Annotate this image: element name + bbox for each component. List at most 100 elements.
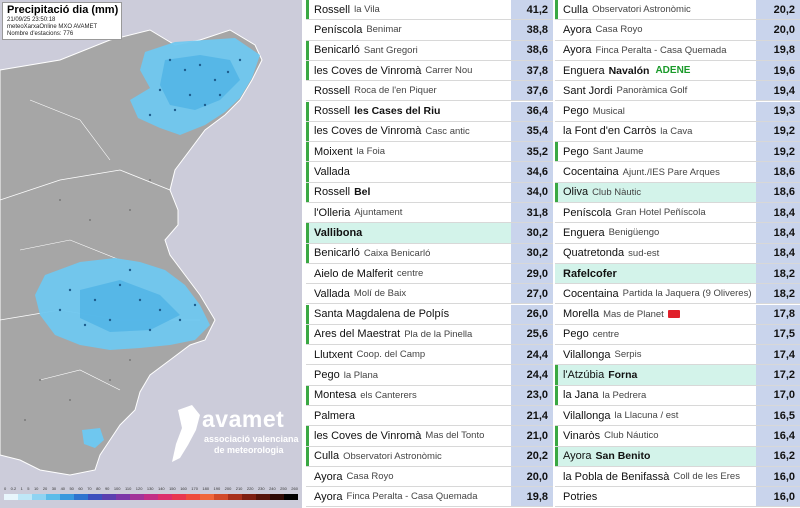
table-row[interactable]: la Jana la Pedrera 17,0 xyxy=(555,385,800,406)
table-row[interactable]: Rafelcofer 18,2 xyxy=(555,263,800,285)
station-name-cell[interactable]: la Pobla de Benifassà Coll de les Eres xyxy=(555,467,756,486)
table-row[interactable]: Palmera 21,4 xyxy=(306,406,553,427)
station-name-cell[interactable]: Rossell la Vila xyxy=(306,0,511,20)
station-name-cell[interactable]: Peníscola Benimar xyxy=(306,20,511,39)
table-row[interactable]: Ayora Finca Peralta - Casa Quemada 19,8 xyxy=(555,40,800,61)
station-name-cell[interactable]: la Jana la Pedrera xyxy=(555,385,756,405)
table-row[interactable]: Rossell Bel 34,0 xyxy=(306,182,553,203)
table-row[interactable]: Benicarló Sant Gregori 38,6 xyxy=(306,40,553,61)
table-row[interactable]: Peníscola Benimar 38,8 xyxy=(306,20,553,41)
station-name-cell[interactable]: Ayora Casa Royo xyxy=(555,20,756,39)
station-name-cell[interactable]: Culla Observatori Astronòmic xyxy=(306,446,511,466)
station-name-cell[interactable]: Pego Musical xyxy=(555,102,756,121)
table-row[interactable]: l'Olleria Ajuntament 31,8 xyxy=(306,203,553,224)
station-name-cell[interactable]: Vallibona xyxy=(306,223,511,243)
station-name-cell[interactable]: Ayora Finca Peralta - Casa Quemada xyxy=(555,41,756,60)
station-name-cell[interactable]: Quatretonda sud-est xyxy=(555,244,756,263)
station-name-cell[interactable]: Moixent la Foia xyxy=(306,142,511,162)
station-name-cell[interactable]: les Coves de Vinromà Carrer Nou xyxy=(306,60,511,81)
table-row[interactable]: Culla Observatori Astronòmic 20,2 xyxy=(306,446,553,467)
station-name-cell[interactable]: Pego la Plana xyxy=(306,365,511,384)
station-name-cell[interactable]: les Coves de Vinromà Casc antic xyxy=(306,121,511,142)
station-name-cell[interactable]: Vallada Molí de Baix xyxy=(306,284,511,303)
table-row[interactable]: Morella Mas de Planet 17,8 xyxy=(555,304,800,325)
station-name-cell[interactable]: Rafelcofer xyxy=(555,263,756,284)
table-row[interactable]: Santa Magdalena de Polpís 26,0 xyxy=(306,304,553,325)
table-row[interactable]: les Coves de Vinromà Mas del Tonto 21,0 xyxy=(306,426,553,447)
station-name-cell[interactable]: Cocentaina Partida la Jaquera (9 Oliveres… xyxy=(555,284,756,303)
table-row[interactable]: Ayora Casa Royo 20,0 xyxy=(555,20,800,41)
station-name-cell[interactable]: Enguera Benigüengo xyxy=(555,223,756,242)
station-name-cell[interactable]: Oliva Club Nàutic xyxy=(555,182,756,202)
table-row[interactable]: Moixent la Foia 35,2 xyxy=(306,142,553,163)
table-row[interactable]: Rossell Roca de l'en Piquer 37,6 xyxy=(306,81,553,102)
station-name-cell[interactable]: Vallada xyxy=(306,162,511,182)
table-row[interactable]: Rossell les Cases del Riu 36,4 xyxy=(306,101,553,122)
table-row[interactable]: Vilallonga la Llacuna / est 16,5 xyxy=(555,406,800,427)
table-row[interactable]: Vilallonga Serpis 17,4 xyxy=(555,345,800,366)
table-row[interactable]: Sant Jordi Panoràmica Golf 19,4 xyxy=(555,81,800,102)
table-row[interactable]: Vinaròs Club Náutico 16,4 xyxy=(555,426,800,447)
table-row[interactable]: Oliva Club Nàutic 18,6 xyxy=(555,182,800,203)
station-name-cell[interactable]: Peníscola Gran Hotel Peñíscola xyxy=(555,203,756,222)
station-name-cell[interactable]: Vinaròs Club Náutico xyxy=(555,426,756,446)
station-name-cell[interactable]: Sant Jordi Panoràmica Golf xyxy=(555,81,756,100)
station-name-cell[interactable]: Rossell les Cases del Riu xyxy=(306,101,511,121)
station-name-cell[interactable]: Rossell Bel xyxy=(306,182,511,202)
table-row[interactable]: Aielo de Malferit centre 29,0 xyxy=(306,263,553,285)
table-row[interactable]: Pego Sant Jaume 19,2 xyxy=(555,142,800,163)
station-name-cell[interactable]: Aielo de Malferit centre xyxy=(306,264,511,283)
table-row[interactable]: Ayora San Benito 16,2 xyxy=(555,446,800,467)
table-row[interactable]: Rossell la Vila 41,2 xyxy=(306,0,553,21)
station-name-cell[interactable]: la Font d'en Carròs la Cava xyxy=(555,122,756,141)
station-name-cell[interactable]: Montesa els Canterers xyxy=(306,385,511,405)
table-row[interactable]: Quatretonda sud-est 18,4 xyxy=(555,243,800,264)
table-row[interactable]: Ares del Maestrat Pla de la Pinella 25,6 xyxy=(306,324,553,346)
table-row[interactable]: l'Atzúbia Forna 17,2 xyxy=(555,365,800,386)
table-row[interactable]: la Font d'en Carròs la Cava 19,2 xyxy=(555,121,800,143)
station-name-cell[interactable]: Llutxent Coop. del Camp xyxy=(306,345,511,364)
station-name-cell[interactable]: Ayora Finca Peralta - Casa Quemada xyxy=(306,487,511,506)
station-name-cell[interactable]: Benicarló Sant Gregori xyxy=(306,40,511,60)
table-row[interactable]: Ayora Casa Royo 20,0 xyxy=(306,466,553,488)
table-row[interactable]: Pego Musical 19,3 xyxy=(555,101,800,122)
station-name-cell[interactable]: Vilallonga Serpis xyxy=(555,345,756,364)
station-name-cell[interactable]: l'Olleria Ajuntament xyxy=(306,203,511,222)
table-row[interactable]: Culla Observatori Astronòmic 20,2 xyxy=(555,0,800,21)
station-name-cell[interactable]: les Coves de Vinromà Mas del Tonto xyxy=(306,426,511,446)
table-row[interactable]: Cocentaina Ajunt./IES Pare Arques 18,6 xyxy=(555,162,800,183)
station-name-cell[interactable]: Morella Mas de Planet xyxy=(555,305,756,324)
station-name-cell[interactable]: Culla Observatori Astronòmic xyxy=(555,0,756,20)
station-name-cell[interactable]: Ayora Casa Royo xyxy=(306,467,511,486)
station-name-cell[interactable]: Rossell Roca de l'en Piquer xyxy=(306,81,511,100)
station-name-cell[interactable]: Pego centre xyxy=(555,325,756,344)
table-row[interactable]: Vallada Molí de Baix 27,0 xyxy=(306,284,553,305)
station-name-cell[interactable]: Benicarló Caixa Benicarló xyxy=(306,243,511,263)
station-name-cell[interactable]: Santa Magdalena de Polpís xyxy=(306,304,511,324)
table-row[interactable]: Pego centre 17,5 xyxy=(555,324,800,346)
station-name-cell[interactable]: Palmera xyxy=(306,406,511,425)
table-row[interactable]: Vallibona 30,2 xyxy=(306,223,553,244)
table-row[interactable]: Benicarló Caixa Benicarló 30,2 xyxy=(306,243,553,264)
station-name-cell[interactable]: Ayora San Benito xyxy=(555,446,756,466)
table-row[interactable]: les Coves de Vinromà Casc antic 35,4 xyxy=(306,121,553,143)
table-row[interactable]: Cocentaina Partida la Jaquera (9 Oliveres… xyxy=(555,284,800,305)
table-row[interactable]: Enguera Navalón ADENE 19,6 xyxy=(555,60,800,82)
table-row[interactable]: la Pobla de Benifassà Coll de les Eres 16,… xyxy=(555,466,800,488)
station-name-cell[interactable]: l'Atzúbia Forna xyxy=(555,365,756,385)
table-row[interactable]: les Coves de Vinromà Carrer Nou 37,8 xyxy=(306,60,553,82)
station-name-cell[interactable]: Pego Sant Jaume xyxy=(555,142,756,162)
table-row[interactable]: Vallada 34,6 xyxy=(306,162,553,183)
table-row[interactable]: Montesa els Canterers 23,0 xyxy=(306,385,553,406)
station-name-cell[interactable]: Vilallonga la Llacuna / est xyxy=(555,406,756,425)
table-row[interactable]: Enguera Benigüengo 18,4 xyxy=(555,223,800,244)
station-name-cell[interactable]: Potries xyxy=(555,487,756,506)
table-row[interactable]: Peníscola Gran Hotel Peñíscola 18,4 xyxy=(555,203,800,224)
table-row[interactable]: Pego la Plana 24,4 xyxy=(306,365,553,386)
station-name-cell[interactable]: Cocentaina Ajunt./IES Pare Arques xyxy=(555,162,756,181)
table-row[interactable]: Potries 16,0 xyxy=(555,487,800,508)
precipitation-map[interactable]: Precipitació dia (mm) 21/09/25 23:50:18 … xyxy=(0,0,302,508)
station-name-cell[interactable]: Ares del Maestrat Pla de la Pinella xyxy=(306,324,511,345)
table-row[interactable]: Ayora Finca Peralta - Casa Quemada 19,8 xyxy=(306,487,553,508)
station-name-cell[interactable]: Enguera Navalón ADENE xyxy=(555,61,756,80)
